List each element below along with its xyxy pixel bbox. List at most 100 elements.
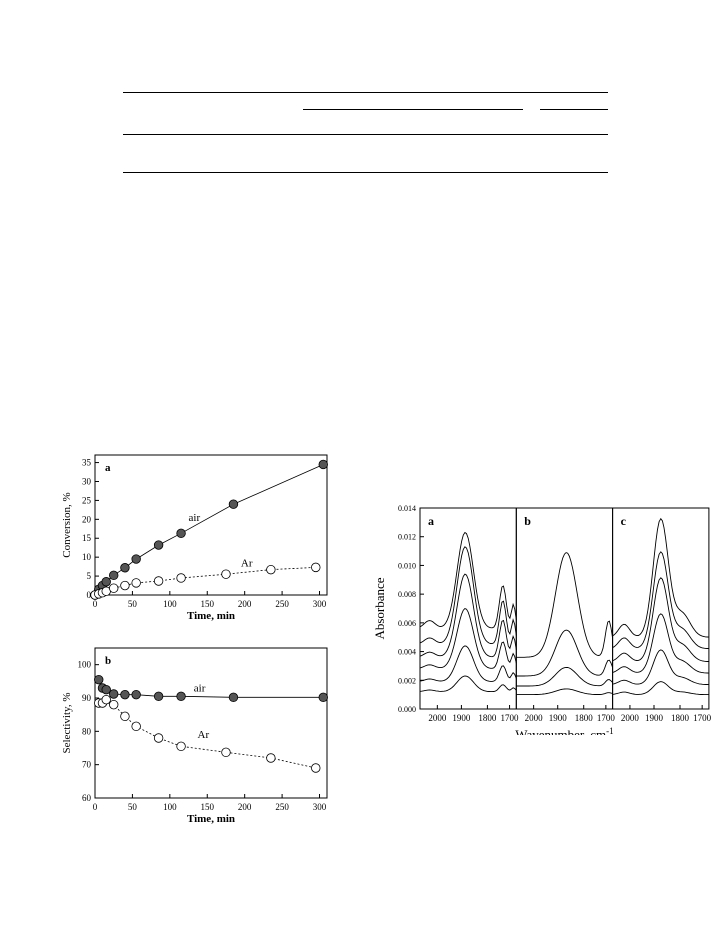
selectivity-x-axis-label: Time, min bbox=[187, 813, 235, 825]
ir-panel-c-frame bbox=[612, 507, 710, 710]
conversion-series-air-point bbox=[318, 459, 328, 470]
ir-panel-b-label: b bbox=[524, 514, 531, 528]
ir-spectra-chart: 0.000 0.002 0.004 0.006 0.008 0.010 0.012 0.014… bbox=[372, 504, 712, 735]
selectivity-x-tick-label: 300 bbox=[313, 802, 327, 812]
ir-x-tick-label: 1900 bbox=[549, 713, 568, 723]
conversion-y-tick-label: 25 bbox=[82, 495, 92, 505]
conversion-y-tick-label: 15 bbox=[82, 533, 92, 543]
conversion-series-air-point bbox=[131, 554, 141, 564]
selectivity-y-tick-label: 60 bbox=[82, 793, 92, 803]
ir-panel-c-spectrum bbox=[612, 649, 709, 686]
ir-panel-b-frame bbox=[515, 507, 614, 710]
selectivity-series-Ar-point bbox=[131, 721, 141, 732]
ir-x-tick-label: 1700 bbox=[693, 713, 712, 723]
conversion-y-tick-label: 20 bbox=[82, 514, 92, 524]
selectivity-series-air-point bbox=[228, 692, 239, 703]
ir-y-tick-label: 0.006 bbox=[398, 619, 416, 628]
ir-y-tick-label: 0.012 bbox=[398, 533, 416, 542]
selectivity-series-Ar-point bbox=[266, 753, 276, 763]
conversion-series-Ar-label: Ar bbox=[241, 558, 253, 570]
selectivity-series-air-point bbox=[318, 692, 328, 703]
selectivity-y-axis-label: Selectivity, % bbox=[61, 693, 73, 754]
selectivity-series-Ar-point bbox=[176, 741, 186, 752]
ir-y-tick-label: 0.000 bbox=[398, 705, 416, 714]
selectivity-series-air-label: air bbox=[194, 682, 206, 694]
selectivity-series-Ar-point bbox=[153, 733, 164, 743]
selectivity-x-tick-label: 100 bbox=[163, 802, 177, 812]
conversion-series-Ar-point bbox=[109, 583, 119, 593]
conversion-series-air-label: air bbox=[189, 512, 201, 524]
selectivity-series-Ar-point bbox=[109, 699, 119, 710]
table-rule-top bbox=[123, 92, 608, 93]
ir-panel-a-spectrum bbox=[419, 573, 517, 658]
table-rule-mid bbox=[123, 134, 608, 135]
ir-panel-a-spectrum bbox=[419, 645, 517, 682]
ir-panel-c-spectrum bbox=[612, 681, 709, 696]
selectivity-series-Ar-point bbox=[101, 694, 111, 705]
ir-panel-a-spectrum bbox=[419, 546, 517, 645]
selectivity-chart: 0 50 100 150 200 250 300 60 70 80 90 100 Time, min Se… bbox=[61, 647, 328, 825]
selectivity-series-air-point bbox=[153, 691, 164, 702]
conversion-x-tick-label: 150 bbox=[201, 599, 215, 609]
ir-x-tick-label: 1800 bbox=[671, 713, 690, 723]
selectivity-x-tick-label: 150 bbox=[201, 802, 215, 812]
ir-panel-c-spectrum bbox=[612, 613, 709, 674]
ir-y-tick-label: 0.010 bbox=[398, 561, 416, 570]
ir-y-tick-label: 0.002 bbox=[398, 676, 416, 685]
table-rule-bottom bbox=[123, 172, 608, 173]
selectivity-x-tick-label: 50 bbox=[128, 802, 138, 812]
conversion-x-tick-label: 50 bbox=[128, 599, 138, 609]
conversion-series-air-point bbox=[176, 528, 186, 539]
conversion-y-tick-label: 0 bbox=[87, 590, 92, 600]
conversion-x-tick-label: 250 bbox=[275, 599, 289, 609]
conversion-series-Ar-point bbox=[266, 564, 276, 575]
ir-x-tick-label: 2000 bbox=[428, 713, 447, 723]
conversion-chart: 0 50 100 150 200 250 300 0 5 10 15 20 25 30 35 Time, mi… bbox=[61, 454, 328, 622]
conversion-series-Ar-point bbox=[311, 562, 321, 573]
selectivity-series-air-point bbox=[109, 689, 119, 699]
conversion-y-tick-label: 10 bbox=[82, 552, 92, 562]
selectivity-series-Ar-label: Ar bbox=[198, 729, 210, 741]
ir-panel-a-spectrum bbox=[419, 607, 517, 669]
ir-x-tick-label: 1900 bbox=[452, 713, 471, 723]
ir-y-tick-label: 0.008 bbox=[398, 590, 416, 599]
conversion-x-axis-label: Time, min bbox=[187, 610, 235, 622]
ir-x-tick-label: 1900 bbox=[645, 713, 664, 723]
conversion-y-tick-label: 30 bbox=[82, 476, 92, 486]
conversion-plot-frame bbox=[94, 454, 328, 596]
conversion-series-Ar-point bbox=[120, 580, 130, 591]
conversion-x-tick-label: 300 bbox=[313, 599, 327, 609]
ir-y-tick-label: 0.004 bbox=[398, 648, 416, 657]
ir-panel-a-label: a bbox=[428, 514, 434, 528]
ir-panel-b-spectrum bbox=[516, 629, 614, 677]
conversion-y-tick-label: 5 bbox=[87, 571, 92, 581]
ir-x-tick-label: 2000 bbox=[621, 713, 640, 723]
selectivity-plot-frame bbox=[94, 647, 328, 799]
ir-x-tick-label: 1700 bbox=[501, 713, 520, 723]
conversion-series-Ar-point bbox=[131, 578, 141, 588]
conversion-series-air-point bbox=[120, 563, 130, 573]
selectivity-y-tick-label: 70 bbox=[82, 760, 92, 770]
conversion-y-tick-label: 35 bbox=[82, 458, 92, 468]
ir-panel-b-spectrum bbox=[516, 666, 613, 687]
ir-panel-c-spectrum bbox=[612, 577, 709, 662]
selectivity-y-tick-label: 80 bbox=[82, 726, 92, 736]
ir-panel-c-label: c bbox=[621, 514, 627, 528]
conversion-series-Ar-line bbox=[94, 567, 316, 596]
conversion-panel-label: a bbox=[105, 462, 111, 474]
ir-y-tick-label: 0.014 bbox=[398, 504, 416, 513]
ir-x-tick-label: 1800 bbox=[575, 713, 594, 723]
conversion-series-air-point bbox=[153, 540, 164, 550]
ir-panel-b-spectrum bbox=[516, 688, 613, 696]
selectivity-series-air-point bbox=[94, 674, 104, 685]
ir-y-axis-label: Absorbance bbox=[372, 577, 387, 639]
selectivity-x-tick-label: 250 bbox=[275, 802, 289, 812]
selectivity-series-air-point bbox=[120, 689, 130, 700]
selectivity-series-air-point bbox=[101, 684, 111, 695]
ir-panel-a-spectrum bbox=[419, 675, 517, 693]
conversion-series-Ar-point bbox=[221, 569, 231, 579]
selectivity-x-tick-label: 0 bbox=[93, 802, 98, 812]
selectivity-series-Ar-point bbox=[221, 747, 231, 758]
conversion-series-air-point bbox=[109, 570, 119, 581]
ir-panel-c-spectrum bbox=[612, 551, 709, 650]
